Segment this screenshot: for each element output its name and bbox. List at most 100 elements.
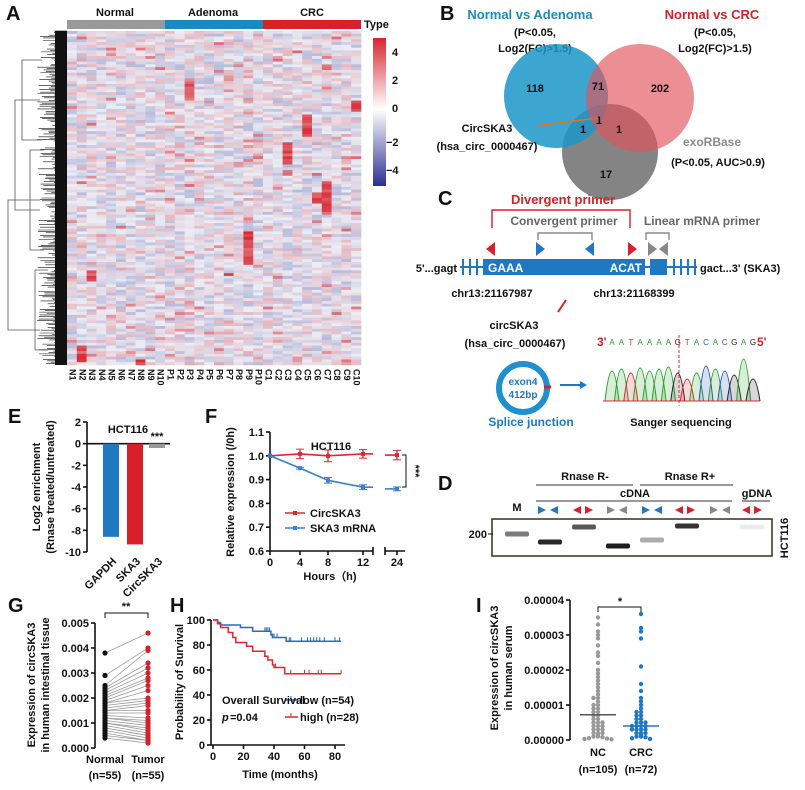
g-point-tumor [145,682,151,689]
heatmap-cell [351,136,362,140]
heatmap-cell [125,86,136,90]
heatmap-cell [145,106,156,110]
heatmap-cell [125,356,136,360]
heatmap-cell [106,167,117,171]
heatmap-cell [194,317,205,321]
heatmap-cell [312,83,323,87]
heatmap-cell [233,108,244,113]
heatmap-cell [214,223,225,227]
heatmap-cell [145,275,156,280]
heatmap-cell [253,206,264,210]
heatmap-cell [292,298,303,302]
heatmap-cell [106,270,117,274]
heatmap-cell [302,259,313,263]
heatmap-cell [204,206,215,210]
heatmap-cell [96,270,107,274]
heatmap-cell [194,253,205,257]
heatmap-cell [116,359,127,363]
heatmap-cell [233,220,244,224]
heatmap-cell [184,64,195,68]
heatmap-cell [96,295,107,299]
heatmap-cell [282,339,293,344]
heatmap-cell [204,309,215,313]
i-point-nc [591,720,596,725]
heatmap-cell [272,275,283,280]
heatmap-cell [174,39,185,43]
heatmap-cell [312,259,323,263]
heatmap-cell [263,106,274,110]
i-point-crc [638,706,644,711]
heatmap-cell [116,337,127,341]
heatmap-cell [106,259,117,263]
heatmap-cell [263,253,274,257]
column-label: P3 [185,369,195,380]
heatmap-cell [331,156,342,160]
heatmap-cell [272,214,283,218]
heatmap-cell [292,186,303,190]
heatmap-cell [135,298,146,302]
heatmap-cell [312,320,323,324]
heatmap-cell [184,83,195,87]
heatmap-cell [96,186,107,190]
heatmap-cell [145,145,156,149]
heatmap-cell [214,100,225,104]
heatmap-cell [116,50,127,54]
heatmap-cell [86,214,97,218]
heatmap-cell [331,353,342,357]
heatmap-cell [96,298,107,302]
heatmap-cell [67,195,78,199]
heatmap-cell [135,47,146,51]
heatmap-cell [194,200,205,204]
heatmap-cell [282,278,293,282]
heatmap-cell [86,81,97,85]
heatmap-cell [174,312,185,316]
heatmap-cell [194,259,205,263]
heatmap-cell [272,270,283,274]
column-label: N5 [107,369,117,381]
heatmap-cell [76,56,87,60]
heatmap-cell [321,209,332,213]
heatmap-cell [165,75,176,79]
heatmap-cell [135,356,146,360]
heatmap-cell [302,175,313,179]
heatmap-cell [341,161,352,165]
heatmap-cell [223,159,234,163]
heatmap-cell [282,223,293,227]
heatmap-cell [155,264,166,268]
heatmap-cell [312,72,323,76]
heatmap-cell [233,114,244,118]
heatmap-cell [312,44,323,48]
heatmap-cell [116,164,127,168]
heatmap-cell [312,139,323,143]
heatmap-cell [204,97,215,101]
heatmap-cell [184,117,195,121]
heatmap-cell [125,56,136,60]
heatmap-cell [204,189,215,193]
heatmap-cell [76,67,87,71]
heatmap-cell [292,270,303,274]
heatmap-cell [321,31,332,35]
heatmap-cell [204,89,215,93]
heatmap-cell [86,72,97,76]
type-label: Type [364,19,389,31]
heatmap-cell [272,150,283,154]
heatmap-cell [214,108,225,113]
heatmap-cell [86,108,97,113]
heatmap-cell [204,133,215,138]
heatmap-cell [272,42,283,46]
heatmap-cell [341,331,352,335]
heatmap-cell [282,184,293,188]
heatmap-cell [341,223,352,227]
heatmap-cell [155,131,166,135]
size-label: 200 [469,529,487,541]
heatmap-cell [272,131,283,135]
heatmap-cell [67,323,78,327]
heatmap-cell [214,281,225,285]
callout-id: (hsa_circ_0000467) [437,141,538,153]
heatmap-cell [292,122,303,126]
heatmap-cell [292,275,303,280]
heatmap-cell [67,170,78,174]
heatmap-cell [204,228,215,232]
heatmap-cell [135,78,146,82]
heatmap-cell [145,295,156,299]
